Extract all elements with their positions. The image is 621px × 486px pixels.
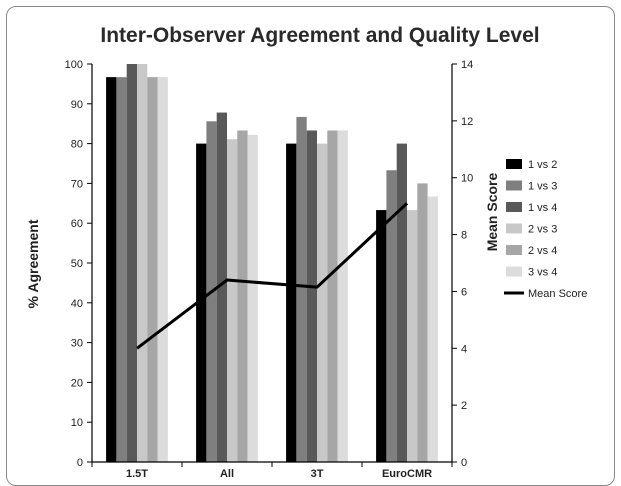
legend-swatch — [506, 180, 522, 191]
y-tick-label: 50 — [71, 258, 83, 270]
bar-1-vs-3 — [386, 170, 397, 463]
x-tick-label: 3T — [311, 468, 324, 479]
y-tick-label: 30 — [71, 338, 83, 350]
mean-score-line — [136, 202, 409, 350]
y-tick-label: 70 — [71, 178, 83, 190]
y-tick-label: 10 — [71, 417, 83, 429]
legend-swatch — [506, 223, 522, 234]
legend-label: 2 vs 3 — [528, 224, 557, 236]
legend-label: 2 vs 4 — [528, 245, 557, 257]
x-tick-label: 1.5T — [126, 468, 148, 479]
y-tick-label: 0 — [77, 457, 83, 469]
bar-3-vs-4 — [157, 77, 168, 462]
y-tick-label: 80 — [71, 139, 83, 151]
bar-1-vs-4 — [306, 130, 317, 462]
y2-tick-label: 6 — [461, 286, 467, 298]
legend-label: 1 vs 3 — [528, 181, 557, 193]
bar-1-vs-3 — [116, 77, 127, 462]
y-tick-label: 90 — [71, 99, 83, 111]
y2-tick-label: 8 — [461, 230, 467, 242]
y2-tick-label: 10 — [461, 173, 473, 185]
bar-1-vs-4 — [396, 143, 407, 462]
y2-axis-title: Mean Score — [484, 172, 500, 251]
bar-2-vs-4 — [237, 130, 248, 462]
legend-label: 1 vs 2 — [528, 159, 557, 171]
x-tick-label: EuroCMR — [382, 468, 432, 479]
bar-2-vs-3 — [137, 64, 148, 462]
bar-3-vs-4 — [247, 134, 258, 462]
legend-swatch — [506, 266, 522, 277]
y2-tick-label: 12 — [461, 116, 473, 128]
legend-label: Mean Score — [528, 288, 587, 300]
legend-swatch — [506, 245, 522, 255]
bar-2-vs-4 — [327, 130, 338, 462]
bar-2-vs-4 — [147, 77, 158, 462]
y-tick-label: 60 — [71, 218, 83, 230]
plot-area: 0 10 20 30 40 50 60 70 80 90 100 0 2 4 6 8 10 12 14 1.5T All… — [65, 59, 474, 479]
y-tick-label: 100 — [65, 59, 83, 71]
y-tick-label: 20 — [71, 377, 83, 389]
y2-tick-label: 14 — [461, 59, 473, 71]
bar-1-vs-3 — [296, 116, 307, 463]
chart-title: Inter-Observer Agreement and Quality Lev… — [100, 24, 539, 47]
bar-3-vs-4 — [427, 196, 438, 462]
bar-1-vs-2 — [286, 143, 297, 462]
legend-swatch — [506, 202, 522, 212]
bar-1-vs-2 — [106, 77, 117, 462]
bar-1-vs-4 — [126, 64, 137, 462]
bar-2-vs-4 — [417, 183, 428, 462]
bar-1-vs-4 — [216, 112, 227, 462]
bar-2-vs-3 — [407, 210, 418, 462]
legend-label: 1 vs 4 — [528, 202, 557, 214]
legend-swatch — [506, 159, 522, 169]
bar-3-vs-4 — [337, 130, 348, 462]
legend-label: 3 vs 4 — [528, 267, 557, 279]
legend: 1 vs 2 1 vs 3 1 vs 4 2 vs 3 2 vs 4 3 vs 4 Mean… — [504, 159, 587, 300]
y2-tick-label: 0 — [461, 457, 467, 469]
y-tick-label: 40 — [71, 298, 83, 310]
y-axis-title: % Agreement — [25, 219, 41, 308]
bar-2-vs-3 — [227, 139, 238, 463]
bar-1-vs-2 — [376, 210, 387, 462]
y2-tick-label: 4 — [461, 343, 467, 355]
bar-2-vs-3 — [317, 143, 328, 462]
y2-tick-label: 2 — [461, 400, 467, 412]
bar-1-vs-2 — [196, 143, 207, 462]
x-tick-label: All — [220, 468, 234, 479]
